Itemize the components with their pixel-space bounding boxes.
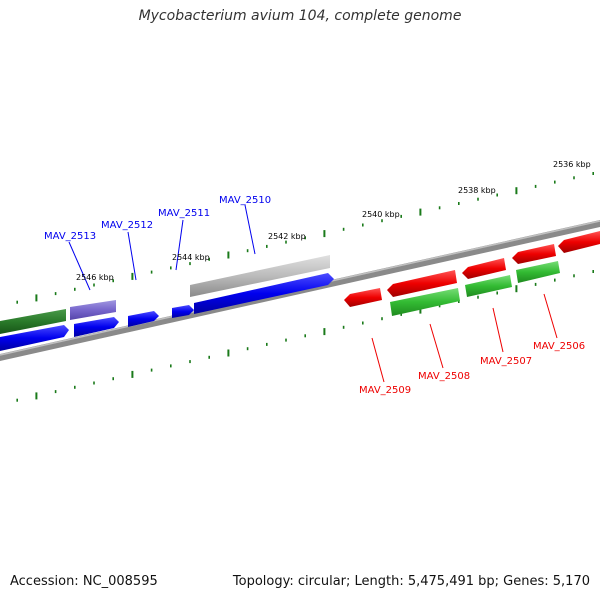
tick-marks — [16, 172, 595, 402]
gene-purple — [70, 300, 116, 320]
leader-MAV_2511 — [175, 219, 184, 271]
gene-label-MAV_2510[interactable]: MAV_2510 — [219, 195, 271, 206]
leader-MAV_2513 — [68, 241, 91, 291]
leader-MAV_2507 — [492, 307, 504, 353]
gene-blue-2 — [74, 317, 119, 337]
gene-red-1 — [344, 288, 382, 307]
gene-blue-1 — [0, 325, 69, 351]
gene-blue-3 — [128, 311, 159, 327]
tick-label-2540: 2540 kbp — [362, 210, 400, 219]
gene-label-MAV_2508[interactable]: MAV_2508 — [418, 371, 470, 382]
tick-label-2542: 2542 kbp — [268, 232, 306, 241]
tick-label-2544: 2544 kbp — [172, 253, 210, 262]
tick-label-2546: 2546 kbp — [76, 273, 114, 282]
gene-label-MAV_2511[interactable]: MAV_2511 — [158, 208, 210, 219]
gene-red-5 — [558, 231, 600, 253]
accession-text: Accession: NC_008595 — [10, 574, 158, 589]
tick-label-2538: 2538 kbp — [458, 186, 496, 195]
gene-blue-5 — [194, 273, 334, 314]
gene-label-MAV_2513[interactable]: MAV_2513 — [44, 231, 96, 242]
leader-MAV_2510 — [244, 204, 256, 255]
gene-label-MAV_2506[interactable]: MAV_2506 — [533, 341, 585, 352]
leader-MAV_2506 — [543, 293, 558, 339]
gene-gray — [190, 255, 330, 297]
gene-green-3 — [516, 261, 560, 283]
gene-label-MAV_2509[interactable]: MAV_2509 — [359, 385, 411, 396]
tick-label-2536: 2536 kbp — [553, 160, 591, 169]
gene-green-1 — [390, 288, 460, 316]
gene-green-2 — [465, 275, 512, 297]
leader-MAV_2508 — [429, 323, 444, 369]
map-title: Mycobacterium avium 104, complete genome — [138, 8, 462, 24]
gene-label-MAV_2507[interactable]: MAV_2507 — [480, 356, 532, 367]
gene-red-4 — [512, 244, 556, 264]
gene-red-3 — [462, 258, 506, 279]
gene-blue-4 — [172, 305, 194, 318]
leader-MAV_2509 — [371, 337, 385, 383]
genome-summary-text: Topology: circular; Length: 5,475,491 bp… — [232, 574, 590, 589]
leader-MAV_2512 — [127, 231, 137, 281]
gene-dark-green — [0, 309, 66, 334]
gene-red-2 — [387, 270, 457, 297]
gene-label-MAV_2512[interactable]: MAV_2512 — [101, 220, 153, 231]
